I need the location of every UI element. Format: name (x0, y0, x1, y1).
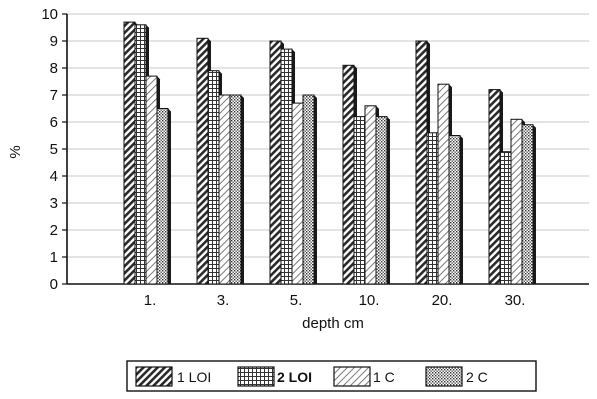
bar-shadow (460, 135, 463, 284)
bar (207, 70, 220, 285)
y-tick-label: 2 (50, 222, 58, 239)
bar (269, 40, 282, 285)
y-tick-label: 0 (50, 276, 58, 293)
bar (302, 94, 315, 285)
bars (123, 21, 536, 285)
bar (426, 132, 439, 285)
y-tick-label: 4 (50, 168, 58, 185)
bar (510, 118, 523, 285)
x-tick-label: 1. (144, 292, 157, 309)
bar (415, 40, 428, 285)
tick-labels: 0 1 2 3 4 5 6 7 8 9 10 1. 3. 5. 10. 20. 30. (41, 6, 525, 309)
legend-label: 1 C (373, 369, 395, 385)
bar (437, 83, 450, 285)
bar (499, 151, 512, 285)
bar (375, 116, 388, 285)
legend-swatch (333, 366, 371, 387)
bar (280, 48, 293, 285)
legend-swatch (135, 366, 173, 387)
bar-shadow (241, 95, 244, 284)
y-tick-label: 6 (50, 114, 58, 131)
x-axis-label: depth cm (302, 315, 364, 332)
legend-label: 1 LOI (177, 369, 211, 385)
legend-label: 2 LOI (277, 369, 312, 385)
bar-shadow (387, 116, 390, 284)
y-tick-label: 10 (41, 6, 58, 23)
bar (123, 21, 136, 285)
y-tick-label: 8 (50, 60, 58, 77)
x-tick-label: 30. (505, 292, 526, 309)
x-tick-label: 5. (290, 292, 303, 309)
bar (218, 94, 231, 285)
x-tick-label: 10. (359, 292, 380, 309)
bar (156, 108, 169, 285)
x-tick-label: 3. (217, 292, 230, 309)
bar (196, 37, 209, 285)
legend-swatch (425, 366, 463, 387)
legend-frame (126, 360, 537, 392)
bar (488, 89, 501, 285)
y-tick-label: 1 (50, 249, 58, 266)
bar (521, 124, 534, 285)
y-tick-label: 5 (50, 141, 58, 158)
bar-shadow (533, 124, 536, 284)
bar-shadow (168, 108, 171, 284)
x-tick-label: 20. (432, 292, 453, 309)
bar (448, 135, 461, 285)
legend-label: 2 C (466, 369, 488, 385)
y-axis-label: % (7, 145, 24, 158)
bar (229, 94, 242, 285)
legend: 1 LOI 2 LOI 1 C 2 C (126, 360, 537, 392)
bar (364, 105, 377, 285)
bar (291, 102, 304, 285)
y-tick-label: 3 (50, 195, 58, 212)
bar (342, 64, 355, 285)
y-tick-label: 7 (50, 87, 58, 104)
bar-shadow (314, 95, 317, 284)
y-tick-label: 9 (50, 33, 58, 50)
bar (145, 75, 158, 285)
bar (353, 116, 366, 285)
legend-swatch (237, 366, 275, 387)
bar (134, 24, 147, 285)
